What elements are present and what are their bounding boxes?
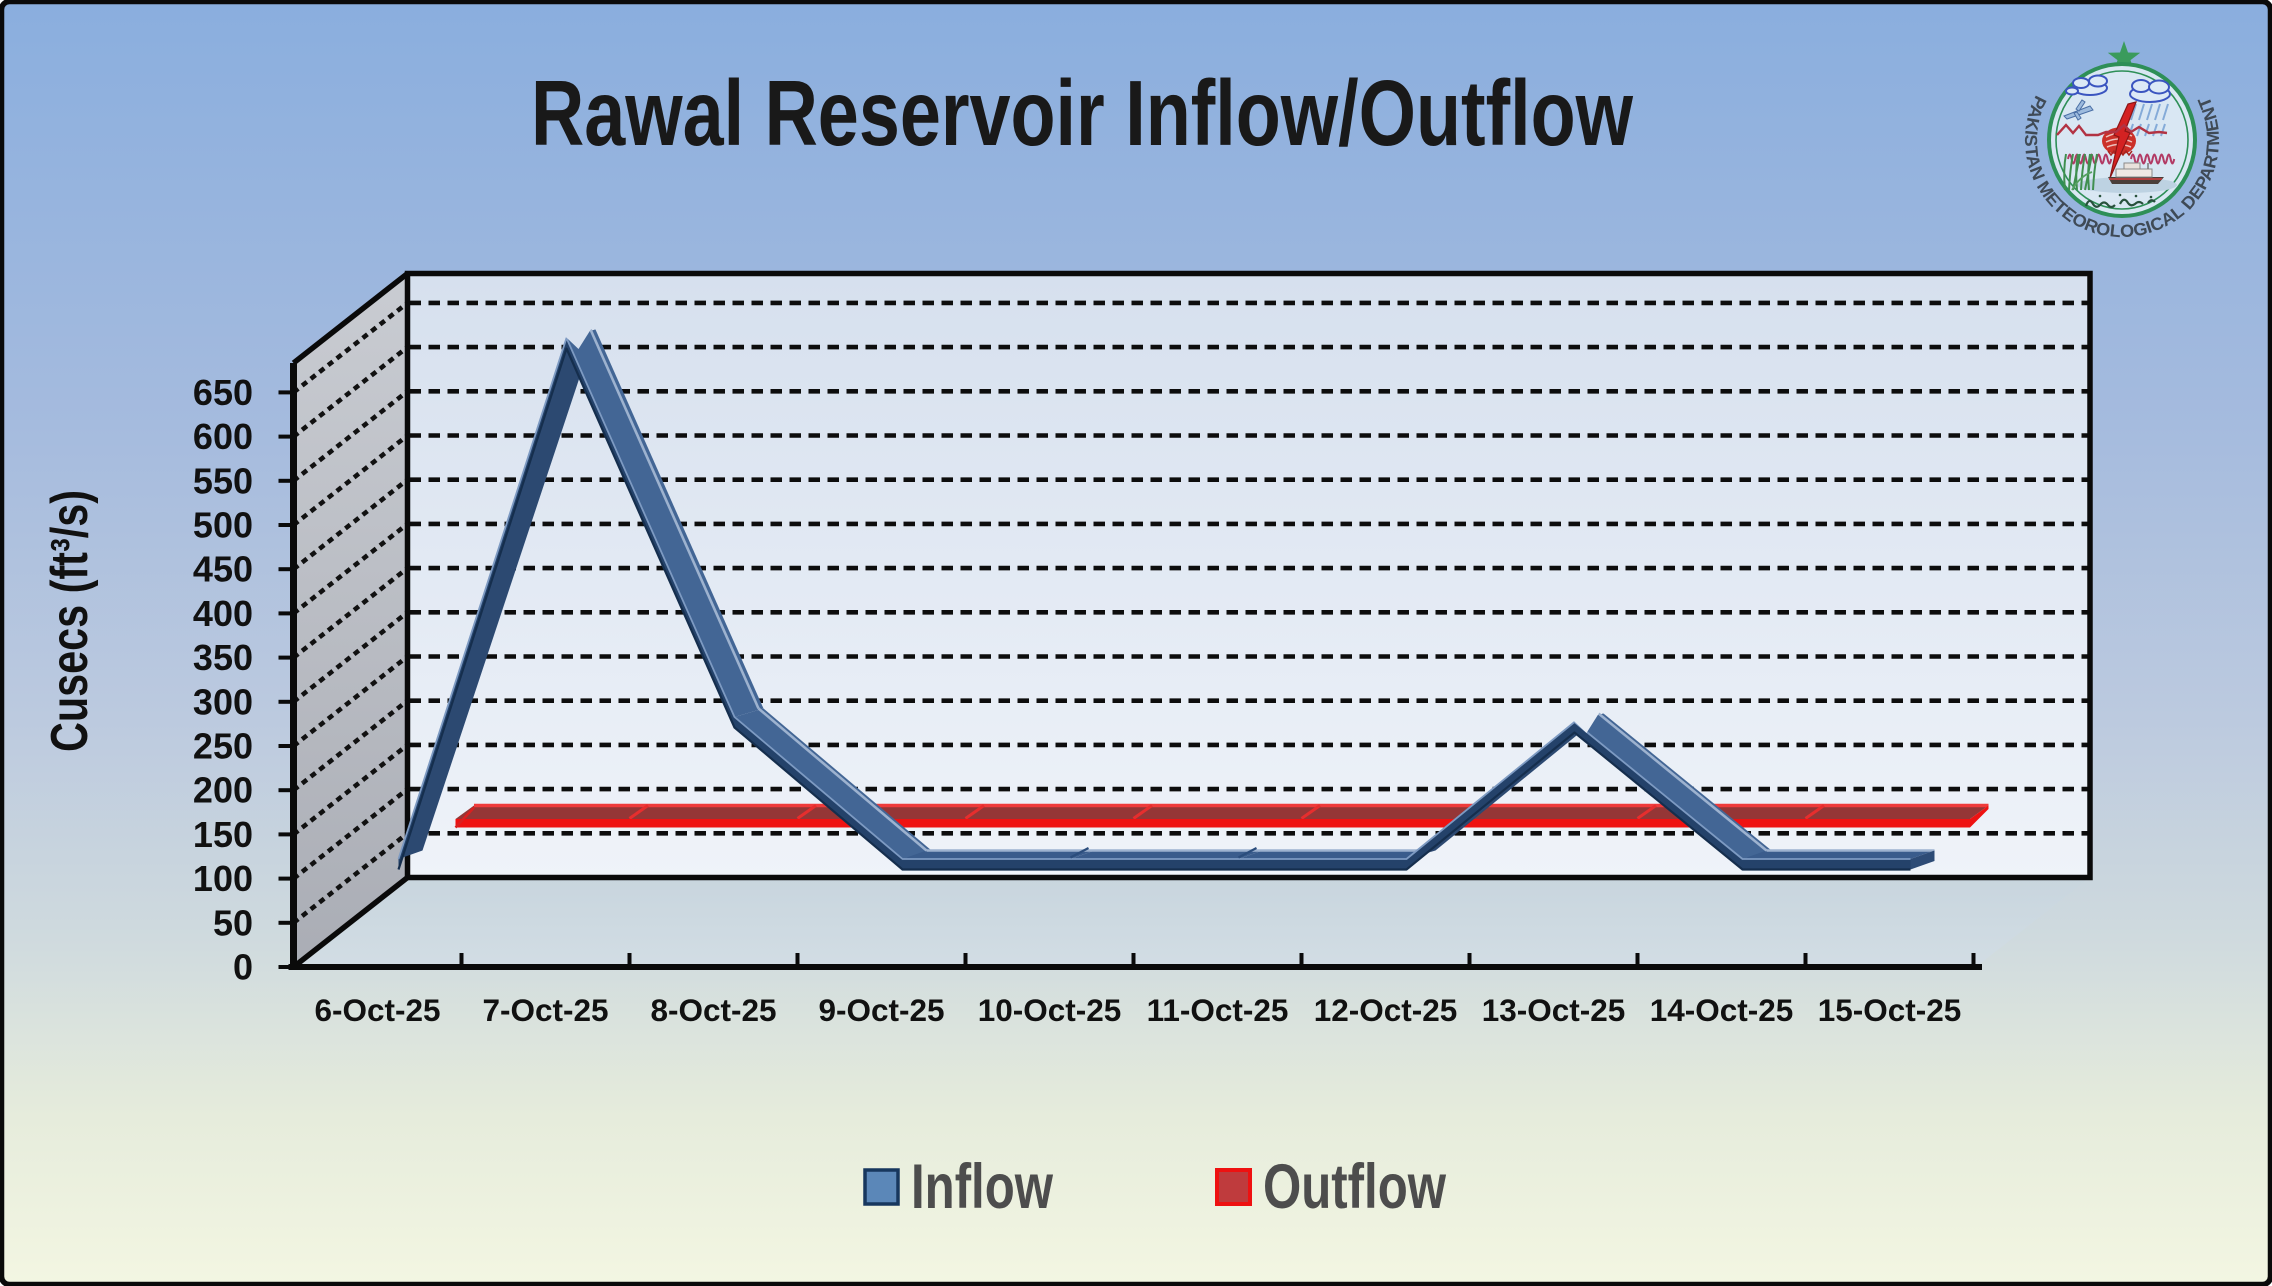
svg-text:Outflow: Outflow bbox=[1263, 1152, 1447, 1222]
svg-text:Rawal Reservoir Inflow/Outflow: Rawal Reservoir Inflow/Outflow bbox=[531, 61, 1634, 165]
svg-text:10-Oct-25: 10-Oct-25 bbox=[978, 992, 1122, 1028]
svg-text:500: 500 bbox=[193, 505, 253, 546]
svg-text:Cusecs (ft³/s): Cusecs (ft³/s) bbox=[41, 490, 99, 752]
svg-text:Inflow: Inflow bbox=[911, 1152, 1054, 1222]
svg-text:650: 650 bbox=[193, 372, 253, 413]
svg-text:550: 550 bbox=[193, 460, 253, 501]
svg-text:200: 200 bbox=[193, 770, 253, 811]
svg-text:300: 300 bbox=[193, 681, 253, 722]
svg-text:150: 150 bbox=[193, 814, 253, 855]
svg-text:50: 50 bbox=[213, 902, 253, 943]
svg-text:15-Oct-25: 15-Oct-25 bbox=[1818, 992, 1962, 1028]
svg-text:13-Oct-25: 13-Oct-25 bbox=[1482, 992, 1626, 1028]
svg-text:11-Oct-25: 11-Oct-25 bbox=[1147, 992, 1289, 1028]
svg-text:350: 350 bbox=[193, 637, 253, 678]
svg-text:100: 100 bbox=[193, 858, 253, 899]
svg-text:14-Oct-25: 14-Oct-25 bbox=[1650, 992, 1794, 1028]
svg-text:12-Oct-25: 12-Oct-25 bbox=[1314, 992, 1458, 1028]
svg-text:600: 600 bbox=[193, 416, 253, 457]
svg-text:400: 400 bbox=[193, 593, 253, 634]
svg-text:9-Oct-25: 9-Oct-25 bbox=[818, 992, 944, 1028]
svg-text:7-Oct-25: 7-Oct-25 bbox=[482, 992, 608, 1028]
svg-text:450: 450 bbox=[193, 549, 253, 590]
svg-text:8-Oct-25: 8-Oct-25 bbox=[650, 992, 776, 1028]
svg-text:0: 0 bbox=[233, 947, 253, 988]
svg-text:250: 250 bbox=[193, 726, 253, 767]
svg-text:6-Oct-25: 6-Oct-25 bbox=[314, 992, 440, 1028]
